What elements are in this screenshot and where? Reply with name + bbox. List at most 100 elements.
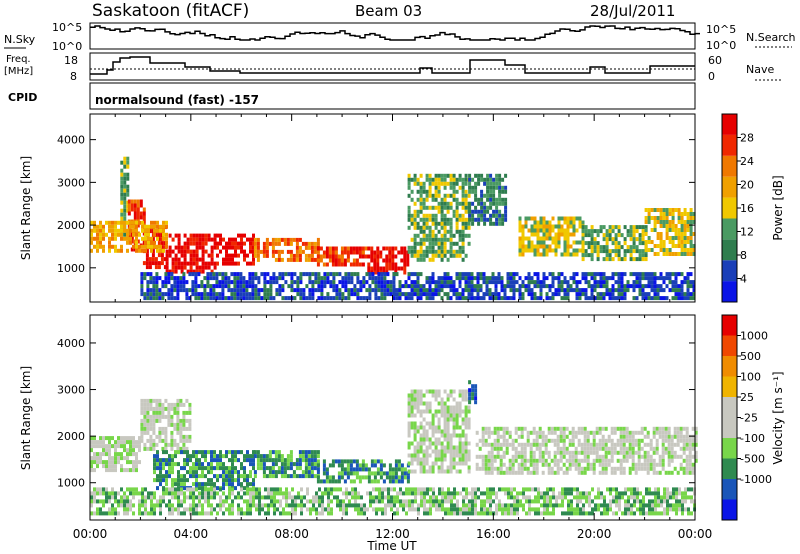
- velocity-cell: [393, 499, 396, 504]
- power-cell: [489, 173, 493, 178]
- power-cell: [632, 233, 636, 238]
- power-cell: [159, 228, 162, 233]
- power-cell: [492, 201, 496, 206]
- power-cell: [428, 276, 432, 281]
- power-cell: [530, 292, 534, 297]
- velocity-cell: [192, 499, 195, 504]
- power-cell: [413, 213, 417, 218]
- power-cell: [650, 280, 654, 285]
- velocity-cell: [461, 397, 465, 402]
- velocity-cell: [384, 511, 387, 516]
- velocity-cell: [393, 503, 396, 508]
- velocity-cell: [176, 422, 180, 427]
- power-cell: [367, 246, 371, 251]
- velocity-cell: [487, 442, 491, 447]
- power-cell: [325, 262, 329, 267]
- power-cell: [191, 292, 195, 297]
- power-cell: [117, 228, 120, 233]
- velocity-cell: [261, 503, 264, 508]
- velocity-cell: [129, 444, 132, 449]
- velocity-cell: [298, 454, 302, 459]
- velocity-cell: [146, 446, 150, 451]
- power-cell: [249, 245, 252, 250]
- velocity-cell: [559, 446, 563, 451]
- velocity-cell: [255, 495, 258, 500]
- velocity-cell: [464, 433, 468, 438]
- power-cell: [218, 296, 222, 301]
- power-cell: [581, 240, 585, 245]
- power-cell: [468, 177, 472, 182]
- velocity-cell: [340, 475, 344, 480]
- velocity-cell: [117, 436, 120, 441]
- velocity-cell: [143, 402, 147, 407]
- power-cell: [590, 237, 594, 242]
- power-cell: [139, 203, 143, 208]
- power-cell: [656, 216, 660, 220]
- velocity-cell: [517, 434, 521, 439]
- velocity-cell: [574, 430, 578, 435]
- power-cell: [662, 220, 666, 224]
- velocity-cell: [176, 430, 180, 435]
- velocity-cell: [437, 457, 441, 462]
- velocity-cell: [96, 464, 99, 469]
- power-cell: [278, 276, 282, 281]
- power-cell: [416, 177, 420, 182]
- power-region: [316, 246, 368, 267]
- velocity-cell: [276, 491, 279, 496]
- power-cell: [440, 213, 444, 218]
- power-cell: [271, 245, 275, 250]
- power-cell: [611, 272, 615, 277]
- velocity-cell: [429, 511, 432, 516]
- velocity-cell: [443, 413, 447, 418]
- power-cell: [308, 292, 312, 297]
- power-cell: [163, 265, 167, 270]
- velocity-cell: [155, 442, 159, 447]
- power-cell: [186, 249, 190, 254]
- power-cell: [575, 292, 579, 297]
- power-cell: [114, 244, 117, 249]
- power-cell: [203, 276, 207, 281]
- velocity-cell: [324, 487, 327, 492]
- velocity-cell: [210, 466, 213, 471]
- power-cell: [533, 252, 537, 257]
- power-cell: [674, 288, 678, 293]
- velocity-cell: [177, 470, 180, 475]
- velocity-cell: [309, 507, 312, 512]
- velocity-cell: [213, 450, 216, 455]
- velocity-cell: [417, 487, 420, 492]
- velocity-cell: [496, 446, 500, 451]
- power-cell: [686, 280, 690, 285]
- power-cell: [674, 284, 678, 289]
- power-cell: [539, 224, 543, 229]
- power-cell: [296, 288, 300, 293]
- velocity-cell: [577, 466, 581, 471]
- power-cell: [295, 241, 299, 246]
- power-cell: [253, 245, 257, 250]
- velocity-cell: [616, 450, 620, 455]
- power-cell: [605, 229, 609, 234]
- velocity-cell: [592, 438, 596, 443]
- power-cell: [416, 225, 420, 230]
- power-cell: [371, 288, 375, 293]
- velocity-cell: [369, 495, 372, 500]
- power-cell: [626, 249, 630, 254]
- power-cell: [147, 244, 150, 249]
- velocity-cell: [268, 450, 272, 455]
- power-cell: [602, 276, 606, 281]
- velocity-cell: [547, 438, 551, 443]
- velocity-cell: [449, 393, 453, 398]
- velocity-cell: [249, 499, 252, 504]
- power-cell: [140, 276, 144, 281]
- velocity-cell: [375, 511, 378, 516]
- power-cell: [257, 288, 261, 293]
- power-cell: [431, 197, 435, 202]
- power-cell: [632, 249, 636, 254]
- power-cell: [446, 296, 450, 301]
- velocity-cell: [532, 430, 536, 435]
- velocity-cell: [637, 450, 641, 455]
- velocity-cell: [685, 434, 689, 439]
- velocity-cell: [252, 491, 255, 496]
- power-cell: [629, 245, 633, 250]
- power-cell: [431, 272, 435, 277]
- velocity-cell: [195, 450, 198, 455]
